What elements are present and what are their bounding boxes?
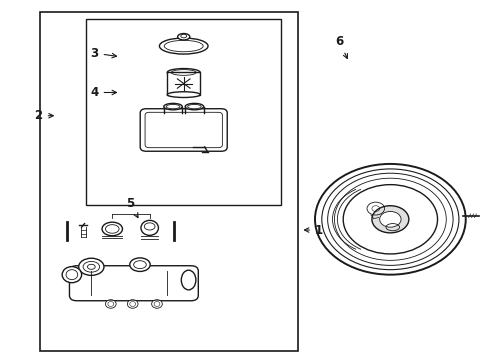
Ellipse shape [127,300,138,308]
Text: 6: 6 [334,35,347,58]
Text: 5: 5 [126,197,138,217]
Ellipse shape [167,68,200,76]
FancyBboxPatch shape [69,266,198,301]
Ellipse shape [177,33,189,40]
Ellipse shape [163,103,182,110]
Ellipse shape [185,103,203,110]
Bar [40,12,297,351]
Ellipse shape [105,300,116,308]
Circle shape [371,206,408,233]
Text: 1: 1 [304,224,323,237]
Ellipse shape [102,222,122,236]
Ellipse shape [79,258,104,275]
Ellipse shape [62,267,81,283]
Text: 4: 4 [90,86,116,99]
Bar [86,19,281,205]
Text: 3: 3 [90,47,116,60]
Ellipse shape [141,220,158,235]
Circle shape [379,211,400,227]
Text: 2: 2 [35,109,53,122]
FancyBboxPatch shape [140,109,227,151]
Circle shape [343,185,437,254]
Ellipse shape [151,300,162,308]
Bar [167,72,200,95]
Ellipse shape [129,258,150,271]
Ellipse shape [181,270,196,290]
Ellipse shape [159,38,207,54]
Ellipse shape [167,92,200,98]
